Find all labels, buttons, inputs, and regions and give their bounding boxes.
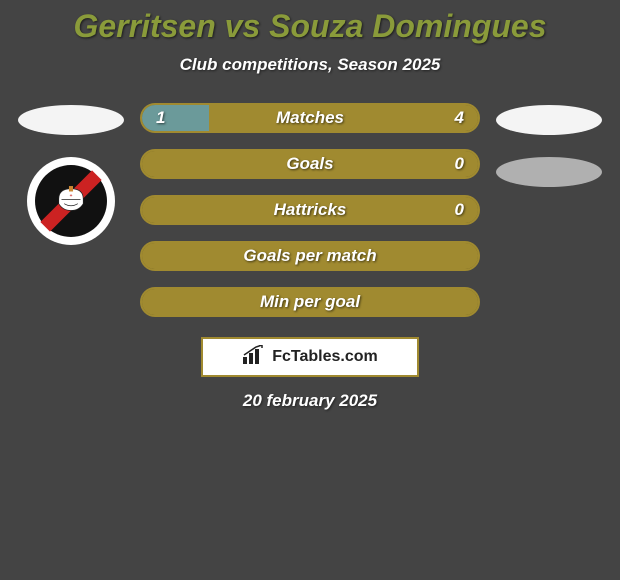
stat-label: Matches — [142, 105, 478, 131]
stat-label: Goals — [142, 151, 478, 177]
right-player-col — [494, 103, 604, 187]
stat-bar: Goals per match — [140, 241, 480, 271]
stat-label: Goals per match — [142, 243, 478, 269]
left-player-col: + — [16, 103, 126, 245]
stat-value-right: 0 — [455, 151, 464, 177]
stat-value-right: 0 — [455, 197, 464, 223]
player-right-ellipse-top — [496, 105, 602, 135]
bar-chart-icon — [242, 345, 266, 370]
page-title: Gerritsen vs Souza Domingues — [0, 0, 620, 45]
stat-label: Min per goal — [142, 289, 478, 315]
svg-text:+: + — [70, 194, 73, 199]
subtitle: Club competitions, Season 2025 — [0, 55, 620, 75]
brand-footer: FcTables.com — [201, 337, 419, 377]
stat-bar: Matches1 4 — [140, 103, 480, 133]
footer-date: 20 february 2025 — [0, 391, 620, 411]
vasco-crest-icon: + — [35, 165, 107, 237]
comparison-row: + Matches14Goals0Hattricks0Goals per mat… — [0, 103, 620, 317]
stat-bar: Goals0 — [140, 149, 480, 179]
stat-bar: Min per goal — [140, 287, 480, 317]
stat-value-right: 4 — [455, 105, 464, 131]
player-left-ellipse — [18, 105, 124, 135]
stat-value-left: 1 — [156, 105, 165, 131]
club-logo-left: + — [27, 157, 115, 245]
stat-bar: Hattricks0 — [140, 195, 480, 225]
brand-text: FcTables.com — [272, 348, 378, 366]
stat-label: Hattricks — [142, 197, 478, 223]
stats-bars: Matches14Goals0Hattricks0Goals per match… — [140, 103, 480, 317]
player-right-ellipse-bottom — [496, 157, 602, 187]
